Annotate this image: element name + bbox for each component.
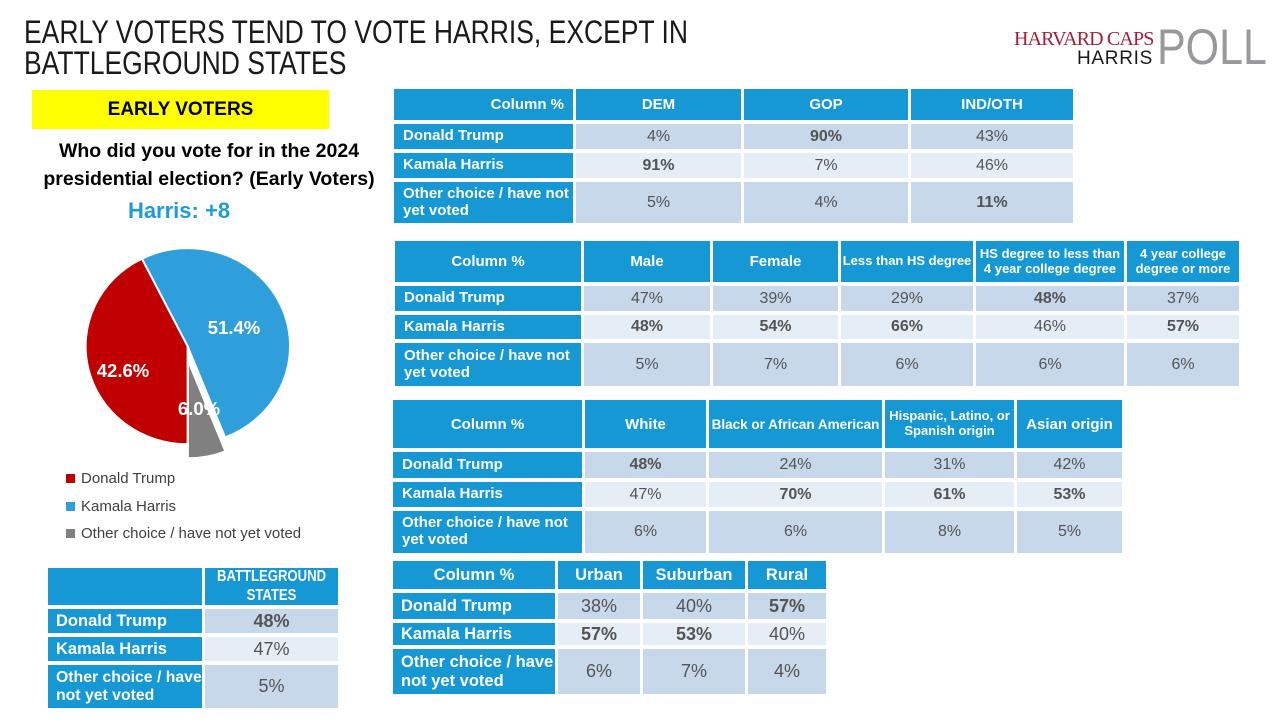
svg-text:51.4%: 51.4%: [208, 317, 260, 338]
svg-text:42.6%: 42.6%: [97, 360, 149, 381]
svg-text:6.0%: 6.0%: [178, 398, 220, 419]
